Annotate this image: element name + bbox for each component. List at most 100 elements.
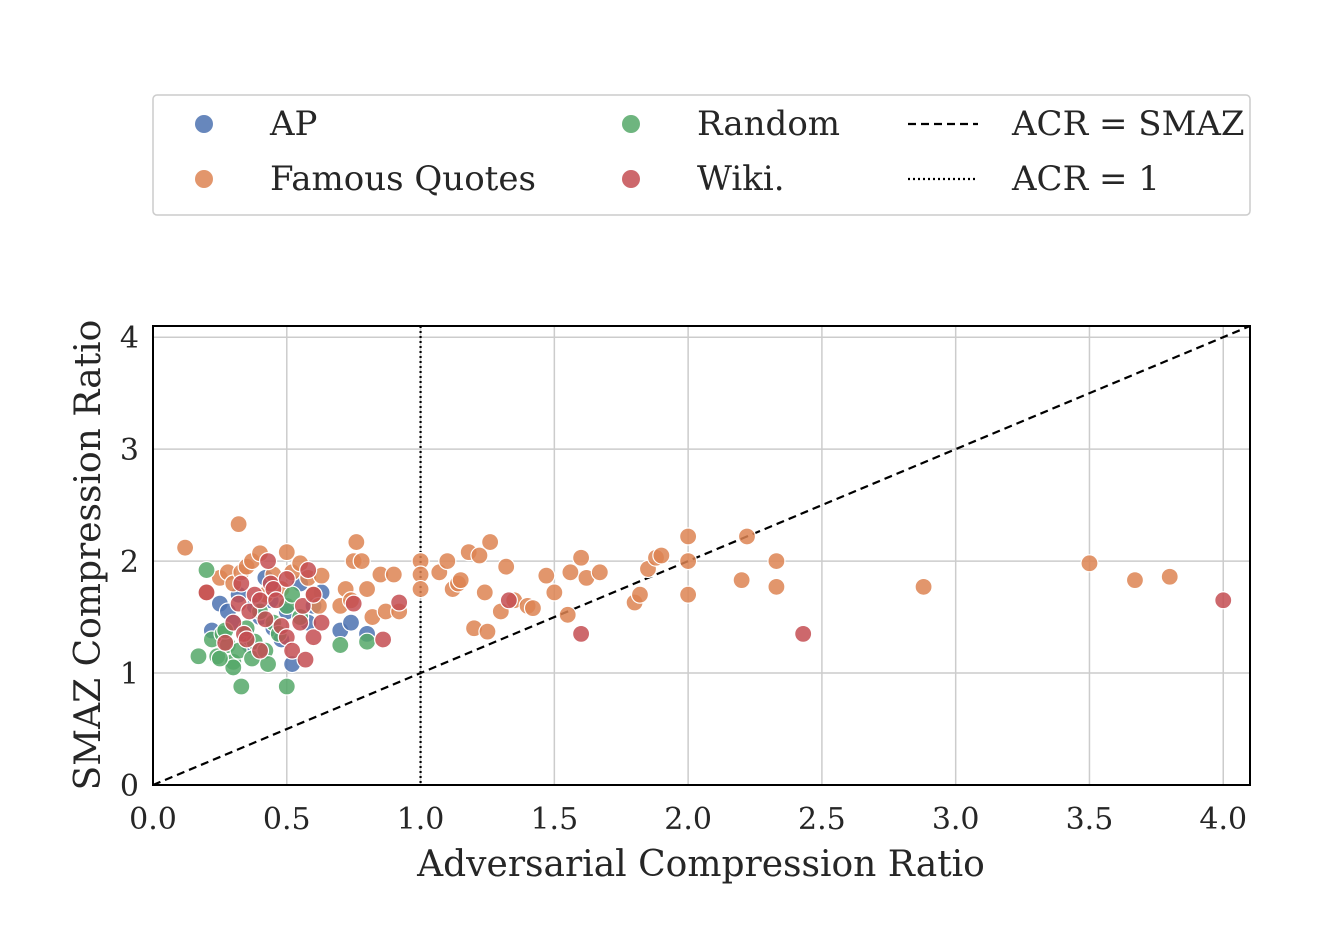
point-famous-quotes [176, 538, 195, 557]
x-tick-label: 3.0 [932, 802, 980, 837]
point-famous-quotes [767, 577, 786, 596]
point-wiki [232, 574, 251, 593]
point-famous-quotes [630, 585, 650, 604]
point-famous-quotes [475, 583, 494, 602]
legend-label-random: Random [697, 104, 840, 144]
point-wiki [258, 551, 278, 571]
point-famous-quotes [537, 566, 556, 585]
point-wiki [256, 610, 275, 629]
point-wiki [266, 591, 286, 610]
point-wiki [312, 613, 331, 632]
reference-lines [152, 324, 1251, 787]
point-famous-quotes [481, 532, 500, 552]
point-wiki [240, 602, 259, 621]
legend-label-ap: AP [269, 104, 317, 144]
y-tick-label: 2 [120, 545, 139, 580]
x-tick-label: 2.5 [798, 802, 846, 837]
x-tick-label: 3.5 [1066, 802, 1114, 837]
point-wiki [794, 624, 813, 643]
point-wiki [304, 585, 323, 604]
acr-smaz-line [152, 324, 1251, 787]
point-wiki [296, 650, 315, 669]
y-axis-label: SMAZ Compression Ratio [68, 320, 109, 791]
point-famous-quotes [732, 571, 751, 590]
legend: AP Famous Quotes Random Wiki. ACR = SMAZ… [152, 94, 1251, 216]
point-wiki [283, 641, 302, 660]
point-ap [341, 613, 361, 632]
point-famous-quotes [545, 583, 564, 602]
point-famous-quotes [679, 551, 698, 571]
series-wiki [197, 551, 1233, 669]
point-famous-quotes [561, 563, 580, 582]
point-famous-quotes [357, 579, 377, 599]
point-famous-quotes [229, 515, 248, 534]
x-tick-label: 0.0 [129, 802, 177, 837]
legend-marker-famous-quotes [195, 170, 213, 188]
point-wiki [571, 624, 591, 643]
x-tick-label: 2.0 [664, 802, 712, 837]
y-tick-label: 0 [120, 769, 139, 804]
point-wiki [299, 560, 318, 580]
y-tick-label: 1 [120, 657, 139, 692]
point-famous-quotes [1080, 554, 1099, 573]
point-famous-quotes [277, 543, 296, 562]
x-tick-label: 1.5 [530, 802, 578, 837]
point-famous-quotes [1125, 571, 1145, 590]
x-tick-label: 1.0 [397, 802, 445, 837]
point-random [189, 647, 208, 666]
point-famous-quotes [590, 563, 609, 582]
point-wiki [250, 641, 270, 660]
point-wiki [304, 628, 323, 647]
point-famous-quotes [352, 551, 371, 571]
legend-label-famous-quotes: Famous Quotes [270, 159, 536, 199]
x-axis-label: Adversarial Compression Ratio [416, 844, 985, 885]
point-wiki [390, 593, 409, 612]
legend-marker-random [622, 115, 640, 133]
point-wiki [293, 596, 312, 615]
x-tick-label: 4.0 [1199, 802, 1247, 837]
point-wiki [197, 583, 216, 602]
point-famous-quotes [767, 551, 786, 571]
legend-marker-wiki [622, 170, 640, 188]
point-random [210, 649, 229, 668]
legend-label-acr-1: ACR = 1 [1011, 159, 1160, 199]
point-random [277, 677, 296, 696]
point-famous-quotes [478, 622, 497, 641]
point-random [357, 632, 377, 651]
point-wiki [374, 630, 393, 649]
point-famous-quotes [470, 546, 489, 565]
point-famous-quotes [914, 577, 933, 596]
point-random [331, 635, 350, 655]
point-famous-quotes [737, 527, 757, 546]
point-random [197, 560, 216, 580]
point-random [224, 658, 243, 677]
point-wiki [224, 613, 243, 632]
point-famous-quotes [347, 532, 366, 552]
point-wiki [277, 569, 296, 589]
grid-lines [153, 326, 1250, 785]
point-random [258, 654, 278, 674]
point-famous-quotes [679, 585, 698, 604]
point-wiki [237, 630, 256, 649]
y-tick-label: 4 [120, 321, 139, 356]
point-famous-quotes [523, 599, 543, 618]
point-wiki [344, 594, 363, 613]
x-tick-label: 0.5 [263, 802, 311, 837]
point-famous-quotes [438, 551, 457, 571]
point-famous-quotes [497, 557, 516, 576]
plot-frame [152, 325, 1251, 786]
point-wiki [499, 591, 518, 610]
data-points [176, 515, 1233, 696]
legend-label-acr-smaz: ACR = SMAZ [1011, 104, 1245, 144]
legend-label-wiki: Wiki. [697, 159, 785, 199]
point-wiki [216, 633, 235, 652]
point-wiki [291, 613, 310, 632]
point-famous-quotes [571, 548, 591, 567]
point-famous-quotes [451, 571, 470, 590]
point-famous-quotes [558, 605, 577, 624]
point-wiki [1214, 591, 1233, 610]
point-famous-quotes [652, 546, 671, 565]
y-tick-label: 3 [120, 433, 139, 468]
point-famous-quotes [411, 579, 430, 599]
